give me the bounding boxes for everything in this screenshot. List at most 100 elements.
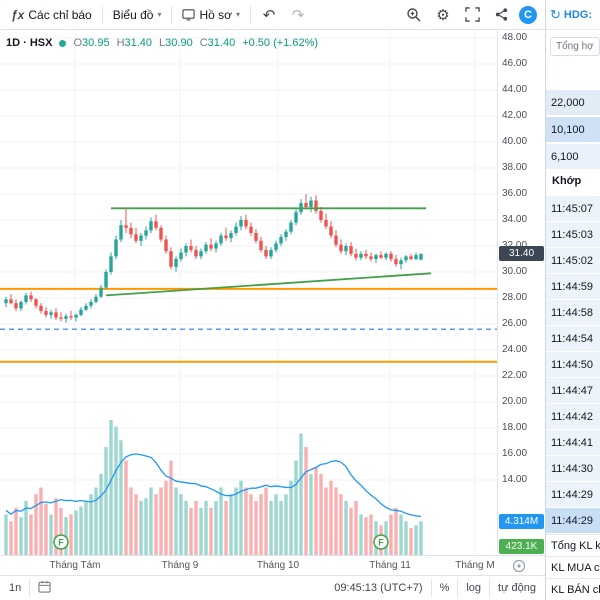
chart-legend: 1D · HSX O30.95 H31.40 L30.90 C31.40 +0.… bbox=[6, 37, 318, 49]
indicators-button[interactable]: ƒx Các chỉ báo bbox=[8, 6, 95, 24]
clock-label[interactable]: 09:45:13 (UTC+7) bbox=[334, 582, 423, 594]
templates-button[interactable]: Hồ sơ ▾ bbox=[179, 6, 243, 24]
volume-summary: Tổng KL kKL MUA chKL BÁN ch bbox=[546, 534, 600, 600]
time-axis[interactable]: Tháng Tám Tháng 9 Tháng 10 Tháng 11 Tháng M bbox=[0, 555, 545, 575]
price-tick-label: 32.00 bbox=[502, 240, 527, 251]
price-tick-label: 18.00 bbox=[502, 422, 528, 433]
price-tick-label: 24.00 bbox=[502, 344, 528, 355]
price-tick-label: 20.00 bbox=[502, 396, 528, 407]
time-axis-label: Tháng 11 bbox=[369, 560, 411, 571]
indicators-label: Các chỉ báo bbox=[28, 7, 92, 22]
price-tick-label: 26.00 bbox=[502, 318, 528, 329]
order-book-price-row[interactable]: 10,100 bbox=[546, 117, 600, 142]
trade-time-row: 11:44:54 bbox=[546, 326, 600, 352]
statusbar-divider bbox=[489, 579, 491, 597]
fullscreen-icon bbox=[464, 7, 480, 22]
price-tick-label: 48.00 bbox=[502, 32, 528, 43]
toolbar-divider bbox=[250, 5, 252, 24]
tab-tong-hop[interactable]: Tổng hợ bbox=[550, 37, 600, 56]
last-price-badge: 31.40 bbox=[499, 246, 544, 262]
order-book-price-row[interactable]: 6,100 bbox=[546, 144, 600, 169]
fx-icon: ƒx bbox=[11, 7, 25, 22]
broker-logo[interactable]: C bbox=[519, 5, 537, 24]
trade-time-row: 11:45:07 bbox=[546, 196, 600, 222]
chart-type-button[interactable]: Biểu đồ ▾ bbox=[110, 6, 165, 24]
summary-row: Tổng KL k bbox=[546, 534, 600, 556]
toolbar-divider bbox=[171, 5, 173, 24]
logo-letter: C bbox=[524, 8, 532, 21]
chevron-down-icon: ▾ bbox=[157, 10, 162, 19]
market-data-panel: ↻ HDG: Tổng hợ 22,000 10,100 6,100 Khớp 11… bbox=[545, 0, 600, 600]
share-button[interactable] bbox=[490, 4, 512, 26]
order-book: 22,000 10,100 6,100 bbox=[546, 90, 600, 171]
price-tick-label: 40.00 bbox=[502, 136, 528, 147]
trade-time-row: 11:45:03 bbox=[546, 222, 600, 248]
undo-icon: ↶ bbox=[262, 6, 276, 24]
interval-shortcut[interactable]: 1n bbox=[9, 582, 22, 594]
undo-button[interactable]: ↶ bbox=[258, 4, 280, 26]
time-axis-label: Tháng 9 bbox=[161, 560, 199, 571]
redo-icon: ↷ bbox=[291, 6, 305, 24]
panel-header: ↻ HDG: bbox=[546, 0, 600, 30]
trade-time-row: 11:44:30 bbox=[546, 456, 600, 482]
price-tick-label: 22.00 bbox=[502, 370, 528, 381]
axis-settings-icon[interactable] bbox=[512, 559, 526, 576]
price-tick-label: 28.00 bbox=[502, 292, 528, 303]
price-tick-label: 34.00 bbox=[502, 214, 528, 225]
trade-time-row: 11:44:42 bbox=[546, 404, 600, 430]
auto-scale-button[interactable]: tự động bbox=[498, 582, 536, 594]
share-icon bbox=[495, 8, 507, 21]
redo-button[interactable]: ↷ bbox=[287, 4, 309, 26]
price-tick-label: 14.00 bbox=[502, 474, 528, 485]
toolbar-divider bbox=[101, 5, 103, 24]
refresh-icon[interactable]: ↻ bbox=[550, 6, 561, 22]
chart-type-label: Biểu đồ bbox=[112, 7, 154, 22]
ohlc-low: L30.90 bbox=[159, 37, 193, 49]
price-scale[interactable]: 31.40 4.314M 423.1K 48.00 46.00 44.00 42.00… bbox=[497, 30, 545, 555]
summary-row: KL BÁN ch bbox=[546, 578, 600, 600]
statusbar-divider bbox=[457, 579, 459, 597]
price-tick-label: 38.00 bbox=[502, 162, 528, 173]
log-scale-button[interactable]: log bbox=[466, 582, 482, 594]
go-to-date-button[interactable] bbox=[38, 580, 51, 596]
price-tick-label: 42.00 bbox=[502, 110, 528, 121]
trade-time-row: 11:44:29 bbox=[546, 508, 600, 534]
trade-time-row: 11:44:58 bbox=[546, 300, 600, 326]
price-change-label: +0.50 (+1.62%) bbox=[242, 37, 319, 49]
panel-symbol-label: HDG: bbox=[563, 8, 593, 21]
trade-time-row: 11:44:29 bbox=[546, 482, 600, 508]
ohlc-close: C31.40 bbox=[199, 37, 236, 49]
ohlc-high: H31.40 bbox=[116, 37, 153, 49]
zoom-in-button[interactable] bbox=[403, 4, 425, 26]
statusbar-divider bbox=[430, 579, 432, 597]
trade-time-row: 11:44:50 bbox=[546, 352, 600, 378]
templates-label: Hồ sơ bbox=[199, 7, 232, 22]
time-axis-label: Tháng M bbox=[455, 560, 495, 571]
svg-text:F: F bbox=[58, 538, 64, 548]
calendar-icon bbox=[38, 580, 51, 593]
trade-time-row: 11:45:02 bbox=[546, 248, 600, 274]
volume-ma-badge: 4.314M bbox=[499, 514, 544, 529]
market-status-dot bbox=[59, 39, 67, 47]
trade-time-list: 11:45:07 11:45:03 11:45:02 11:44:59 11:44:58… bbox=[546, 196, 600, 534]
svg-text:F: F bbox=[378, 538, 384, 548]
time-axis-label: Tháng 10 bbox=[256, 560, 300, 571]
settings-button[interactable]: ⚙ bbox=[432, 4, 454, 26]
bottom-status-bar: 1n 09:45:13 (UTC+7) % log tự động bbox=[0, 575, 545, 600]
ohlc-open: O30.95 bbox=[73, 37, 110, 49]
percent-scale-button[interactable]: % bbox=[439, 582, 450, 594]
statusbar-divider bbox=[29, 579, 31, 597]
matched-orders-header: Khớp bbox=[552, 175, 582, 187]
order-book-price-row[interactable]: 22,000 bbox=[546, 90, 600, 115]
gear-icon: ⚙ bbox=[436, 6, 450, 24]
summary-row: KL MUA ch bbox=[546, 556, 600, 578]
fullscreen-button[interactable] bbox=[461, 4, 483, 26]
time-axis-label: Tháng Tám bbox=[49, 560, 101, 571]
trade-time-row: 11:44:59 bbox=[546, 274, 600, 300]
price-tick-label: 46.00 bbox=[502, 58, 528, 69]
chevron-down-icon: ▾ bbox=[236, 10, 241, 19]
volume-badge: 423.1K bbox=[499, 539, 544, 554]
interval-exchange-label[interactable]: 1D · HSX bbox=[6, 37, 53, 49]
